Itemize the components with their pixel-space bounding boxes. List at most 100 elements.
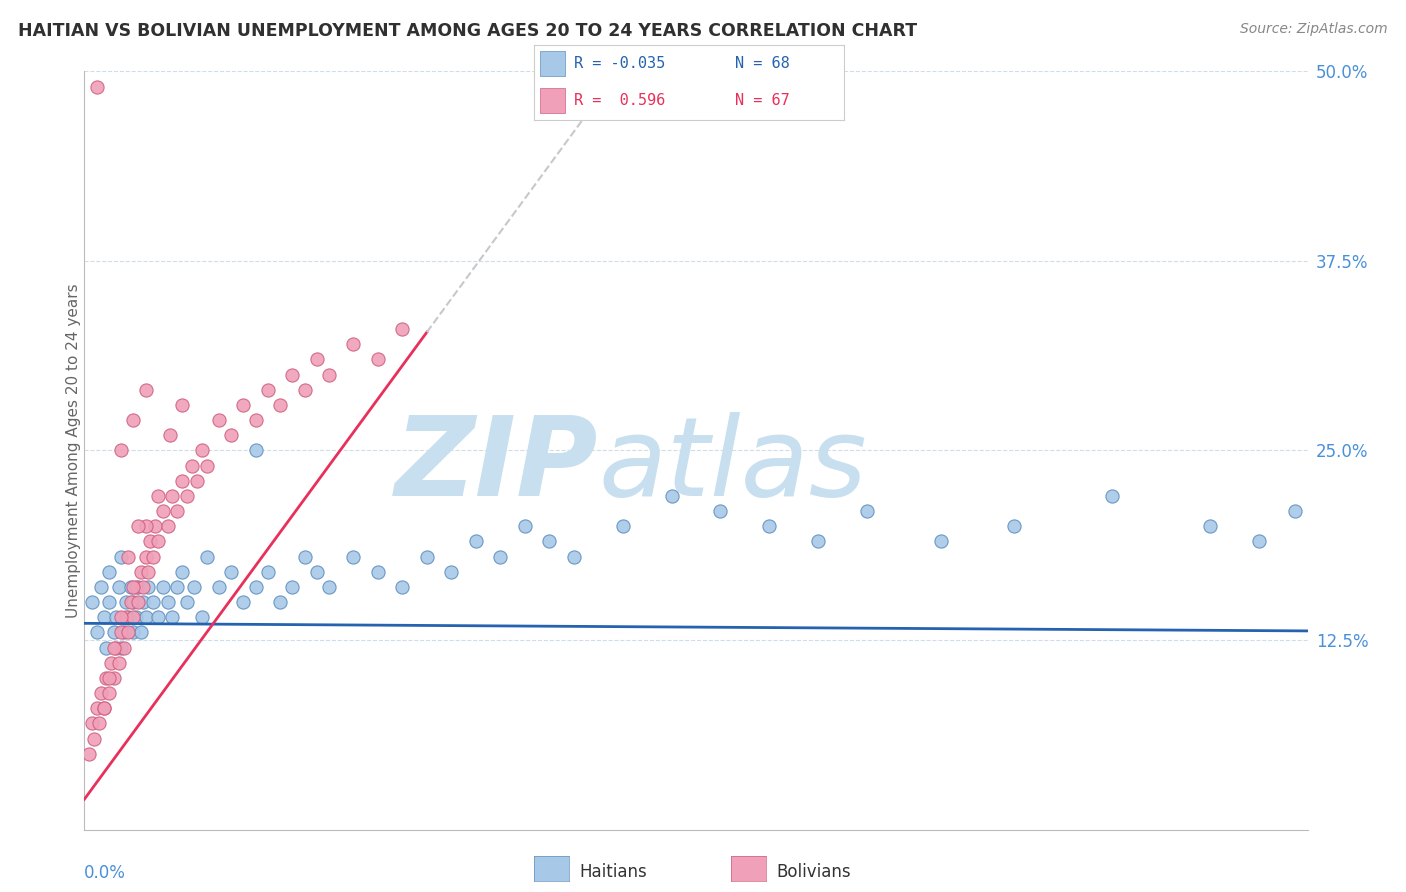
Point bbox=[156, 595, 179, 609]
Point bbox=[136, 580, 159, 594]
Point bbox=[807, 534, 830, 549]
Point bbox=[129, 565, 152, 579]
Point bbox=[103, 671, 125, 685]
Point bbox=[195, 458, 218, 473]
Point bbox=[152, 504, 174, 518]
Point bbox=[97, 686, 120, 700]
Point bbox=[135, 610, 157, 624]
Point bbox=[86, 79, 108, 94]
Point bbox=[120, 595, 142, 609]
Text: Bolivians: Bolivians bbox=[776, 863, 851, 881]
Point bbox=[97, 565, 120, 579]
Point bbox=[115, 595, 138, 609]
Point bbox=[136, 565, 159, 579]
Point bbox=[257, 383, 280, 397]
Point bbox=[122, 595, 145, 609]
Point bbox=[342, 549, 364, 564]
Point bbox=[127, 519, 149, 533]
Point bbox=[107, 656, 129, 670]
Point bbox=[195, 549, 218, 564]
Point bbox=[122, 413, 145, 427]
Point bbox=[232, 398, 254, 412]
Text: R =  0.596: R = 0.596 bbox=[575, 93, 666, 108]
Point bbox=[440, 565, 463, 579]
Point bbox=[318, 368, 340, 382]
Point bbox=[125, 580, 148, 594]
Point bbox=[318, 580, 340, 594]
Point bbox=[152, 580, 174, 594]
Point bbox=[391, 580, 413, 594]
Point bbox=[110, 610, 132, 624]
Point bbox=[146, 534, 169, 549]
Point bbox=[110, 443, 132, 458]
Point bbox=[391, 322, 413, 336]
Point bbox=[139, 534, 162, 549]
Text: 0.0%: 0.0% bbox=[84, 863, 127, 881]
Point bbox=[117, 610, 139, 624]
Point bbox=[1247, 534, 1270, 549]
Point bbox=[83, 731, 105, 746]
Point bbox=[245, 443, 267, 458]
Point bbox=[1284, 504, 1306, 518]
Point bbox=[97, 595, 120, 609]
Point bbox=[77, 747, 100, 761]
Point bbox=[93, 610, 115, 624]
Point bbox=[172, 474, 194, 488]
Point bbox=[661, 489, 683, 503]
Point bbox=[294, 549, 316, 564]
Point bbox=[191, 443, 214, 458]
Point bbox=[162, 610, 184, 624]
Point bbox=[122, 610, 145, 624]
Point bbox=[416, 549, 439, 564]
Point bbox=[135, 383, 157, 397]
Point bbox=[489, 549, 512, 564]
Point bbox=[110, 640, 132, 655]
Point bbox=[132, 580, 155, 594]
Point bbox=[117, 625, 139, 640]
Text: Source: ZipAtlas.com: Source: ZipAtlas.com bbox=[1240, 22, 1388, 37]
Point bbox=[97, 671, 120, 685]
Point bbox=[172, 398, 194, 412]
Point bbox=[86, 625, 108, 640]
Point bbox=[758, 519, 780, 533]
Point bbox=[367, 565, 389, 579]
Point bbox=[105, 610, 128, 624]
Point bbox=[103, 625, 125, 640]
Point bbox=[281, 368, 304, 382]
Point bbox=[90, 580, 112, 594]
Point bbox=[146, 489, 169, 503]
Point bbox=[100, 656, 122, 670]
Point bbox=[87, 716, 110, 731]
Point bbox=[156, 519, 179, 533]
Point bbox=[245, 580, 267, 594]
Point bbox=[117, 549, 139, 564]
Point bbox=[219, 428, 242, 442]
Point bbox=[86, 701, 108, 715]
Point bbox=[127, 580, 149, 594]
Bar bbox=[540, 52, 565, 77]
Point bbox=[305, 565, 328, 579]
Point bbox=[162, 489, 184, 503]
Point bbox=[115, 610, 138, 624]
Point bbox=[120, 580, 142, 594]
Point bbox=[181, 458, 204, 473]
Point bbox=[269, 595, 291, 609]
Text: R = -0.035: R = -0.035 bbox=[575, 56, 666, 71]
Text: HAITIAN VS BOLIVIAN UNEMPLOYMENT AMONG AGES 20 TO 24 YEARS CORRELATION CHART: HAITIAN VS BOLIVIAN UNEMPLOYMENT AMONG A… bbox=[18, 22, 917, 40]
Point bbox=[142, 549, 165, 564]
Point bbox=[132, 595, 155, 609]
Point bbox=[208, 580, 231, 594]
Point bbox=[93, 701, 115, 715]
Point bbox=[135, 549, 157, 564]
Point bbox=[612, 519, 634, 533]
Point bbox=[105, 640, 128, 655]
Point bbox=[96, 671, 118, 685]
Point bbox=[562, 549, 585, 564]
Bar bbox=[540, 87, 565, 112]
Point bbox=[110, 549, 132, 564]
Point bbox=[1101, 489, 1123, 503]
Point bbox=[176, 489, 198, 503]
Point bbox=[1002, 519, 1025, 533]
Point bbox=[294, 383, 316, 397]
Point bbox=[513, 519, 536, 533]
